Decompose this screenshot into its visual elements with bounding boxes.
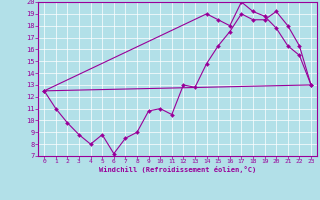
X-axis label: Windchill (Refroidissement éolien,°C): Windchill (Refroidissement éolien,°C) (99, 166, 256, 173)
